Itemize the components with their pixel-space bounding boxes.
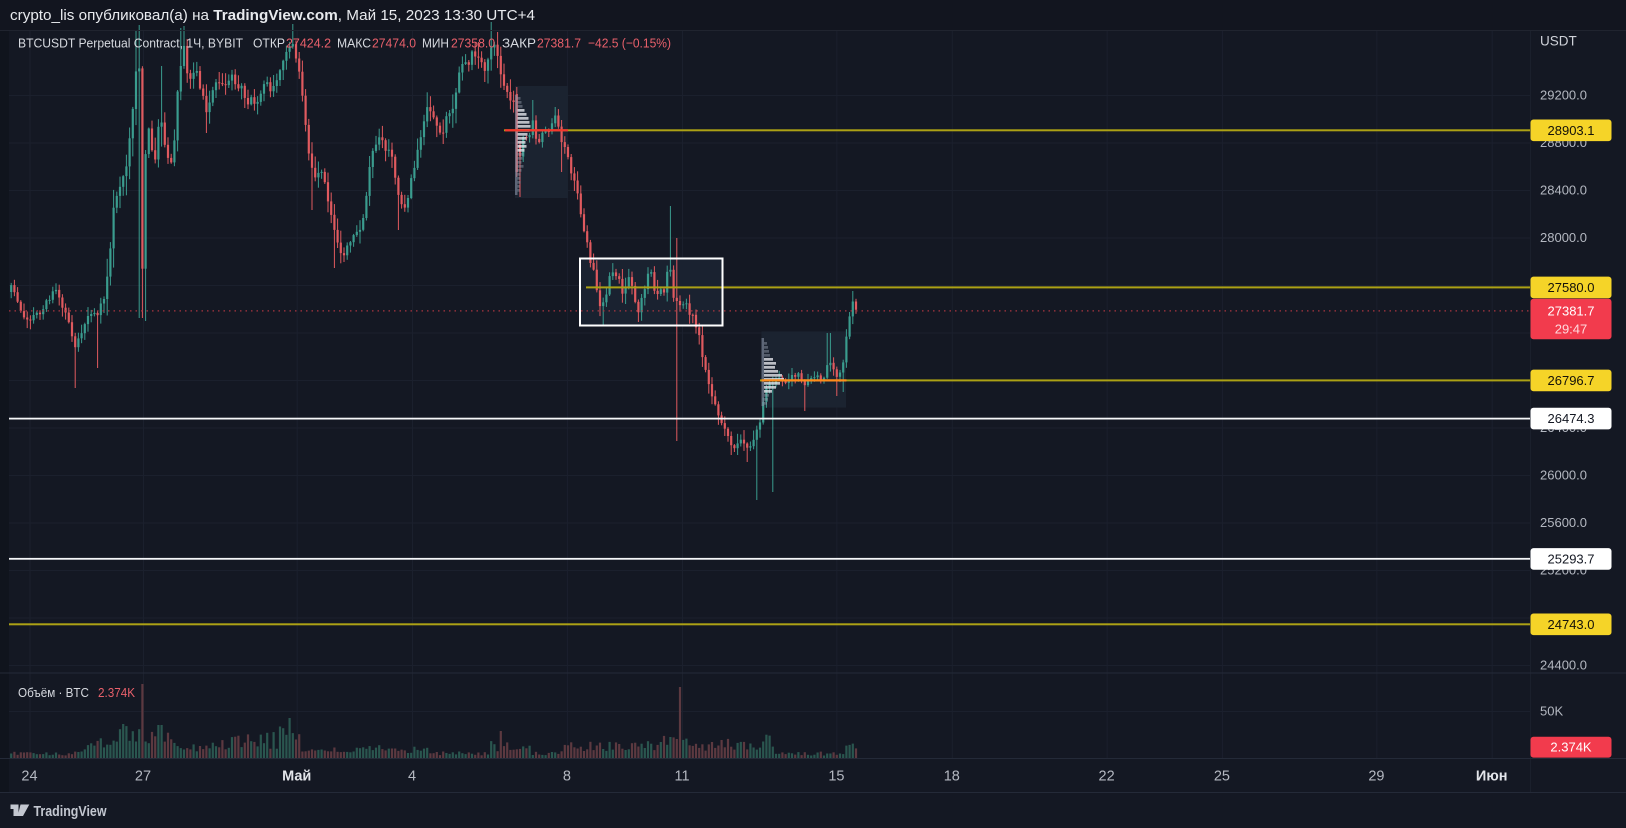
svg-text:24400.0: 24400.0: [1540, 658, 1587, 673]
svg-text:USDT: USDT: [1540, 34, 1577, 49]
svg-text:Объём · BTC: Объём · BTC: [18, 685, 89, 700]
svg-text:8: 8: [563, 769, 571, 785]
svg-text:crypto_lis опубликовал(а) на T: crypto_lis опубликовал(а) на TradingView…: [10, 8, 535, 24]
svg-text:28000.0: 28000.0: [1540, 230, 1587, 245]
svg-text:25: 25: [1214, 769, 1230, 785]
svg-text:27381.7: 27381.7: [1548, 303, 1595, 318]
svg-text:29:47: 29:47: [1555, 322, 1588, 337]
svg-text:24: 24: [21, 769, 37, 785]
svg-text:ЗАКР: ЗАКР: [502, 36, 536, 51]
svg-text:28903.1: 28903.1: [1548, 123, 1595, 138]
svg-text:26000.0: 26000.0: [1540, 468, 1587, 483]
svg-text:МАКС: МАКС: [337, 36, 371, 51]
svg-text:50K: 50K: [1540, 704, 1563, 719]
svg-text:11: 11: [674, 769, 689, 785]
svg-text:BTCUSDT Perpetual Contract, 1Ч: BTCUSDT Perpetual Contract, 1Ч, BYBIT: [18, 36, 243, 51]
svg-text:27474.0: 27474.0: [372, 36, 416, 51]
svg-text:29200.0: 29200.0: [1540, 88, 1587, 103]
svg-text:27358.0: 27358.0: [451, 36, 495, 51]
svg-text:28400.0: 28400.0: [1540, 183, 1587, 198]
svg-text:Июн: Июн: [1476, 769, 1508, 785]
svg-text:15: 15: [828, 769, 844, 785]
svg-text:2.374K: 2.374K: [98, 685, 135, 700]
svg-text:25293.7: 25293.7: [1548, 552, 1595, 567]
svg-text:29: 29: [1368, 769, 1384, 785]
svg-text:Май: Май: [282, 769, 311, 785]
svg-text:−42.5 (−0.15%): −42.5 (−0.15%): [588, 36, 671, 51]
svg-text:26474.3: 26474.3: [1548, 411, 1595, 426]
svg-text:МИН: МИН: [422, 36, 449, 51]
svg-text:27381.7: 27381.7: [537, 36, 581, 51]
svg-text:27580.0: 27580.0: [1548, 280, 1595, 295]
svg-text:26796.7: 26796.7: [1548, 373, 1595, 388]
svg-text:27: 27: [135, 769, 151, 785]
svg-text:25600.0: 25600.0: [1540, 515, 1587, 530]
svg-text:22: 22: [1099, 769, 1115, 785]
svg-text:27424.2: 27424.2: [286, 36, 331, 51]
svg-text:24743.0: 24743.0: [1548, 617, 1595, 632]
svg-text:TradingView: TradingView: [34, 804, 108, 820]
svg-text:18: 18: [944, 769, 960, 785]
svg-text:ОТКР: ОТКР: [253, 36, 285, 51]
svg-text:4: 4: [408, 769, 416, 785]
svg-text:2.374K: 2.374K: [1550, 740, 1592, 755]
